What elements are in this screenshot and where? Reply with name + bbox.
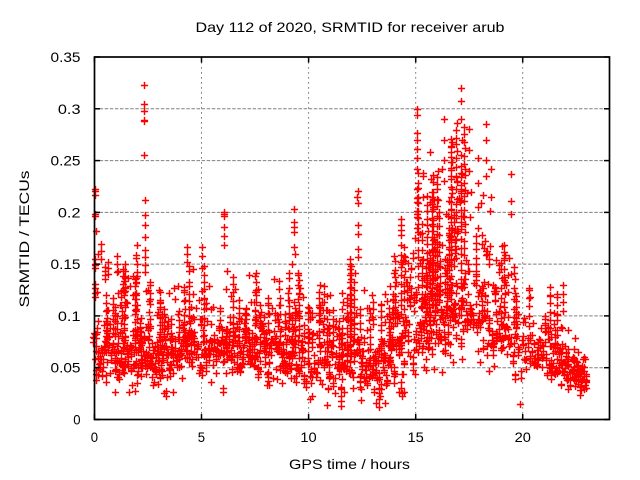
svg-text:0.35: 0.35 (51, 49, 81, 65)
svg-text:0.25: 0.25 (51, 153, 81, 169)
svg-text:5: 5 (198, 429, 205, 445)
svg-text:0: 0 (91, 429, 98, 445)
svg-text:Day 112 of 2020, SRMTID for re: Day 112 of 2020, SRMTID for receiver aru… (196, 19, 505, 35)
svg-text:0.3: 0.3 (58, 101, 81, 117)
svg-text:20: 20 (515, 429, 532, 445)
svg-text:10: 10 (300, 429, 317, 445)
svg-text:0.15: 0.15 (51, 256, 81, 272)
svg-text:0.2: 0.2 (58, 204, 81, 220)
svg-text:0: 0 (73, 412, 80, 428)
svg-text:0.1: 0.1 (58, 308, 81, 324)
svg-text:GPS time / hours: GPS time / hours (289, 456, 410, 472)
svg-text:0.05: 0.05 (51, 360, 81, 376)
svg-text:15: 15 (408, 429, 425, 445)
svg-text:SRMTID / TECUs: SRMTID / TECUs (16, 171, 32, 308)
